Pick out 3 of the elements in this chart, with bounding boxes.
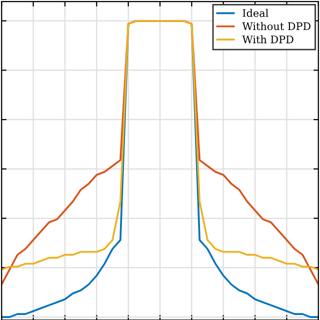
legend-label: Without DPD (242, 22, 311, 30)
legend-label: Ideal (242, 8, 268, 17)
legend-label: With DPD (242, 35, 294, 44)
